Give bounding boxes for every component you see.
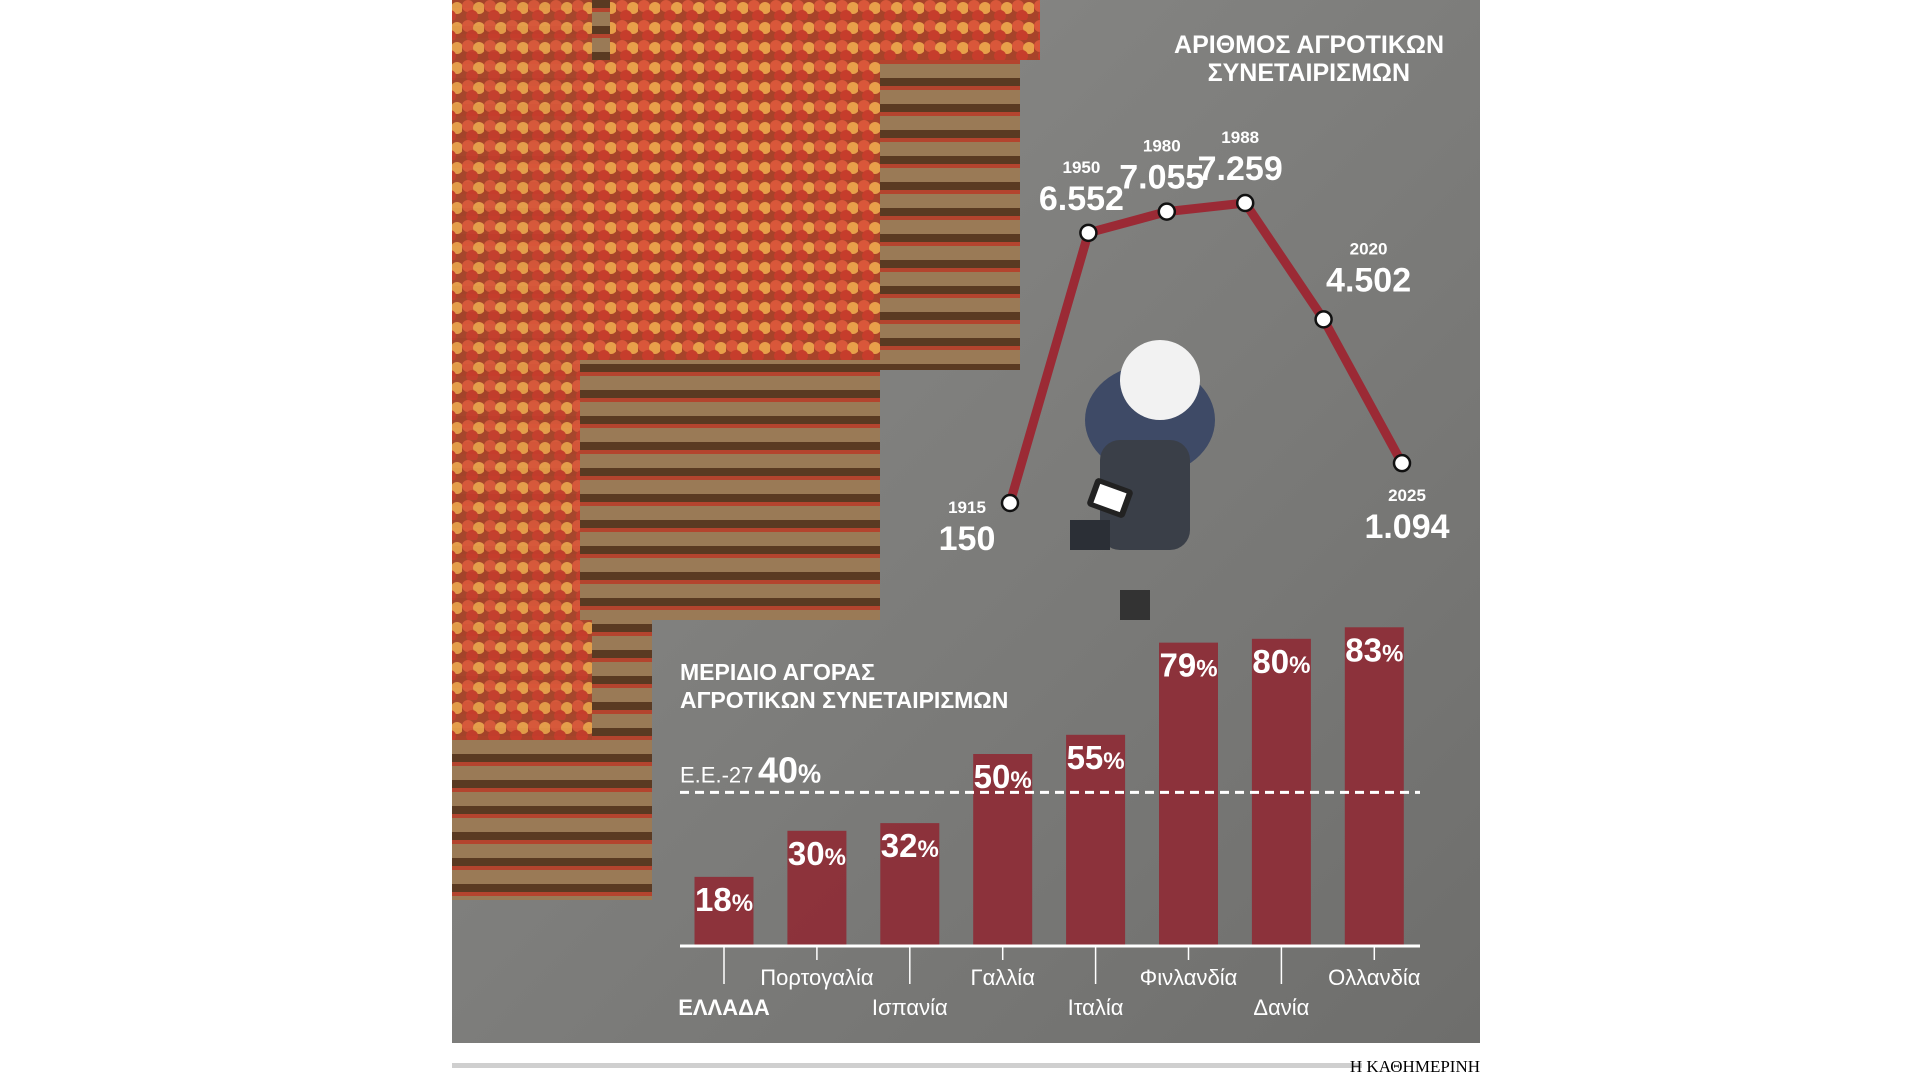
- data-point: [1235, 193, 1255, 213]
- bar: [787, 830, 847, 946]
- bar-value-label: 79%: [1159, 647, 1217, 684]
- bar-chart-title-line1: ΜΕΡΙΔΙΟ ΑΓΟΡΑΣ: [680, 659, 875, 685]
- bar: [1066, 734, 1126, 946]
- series-line: [1005, 198, 1406, 505]
- apple-crates-photo: [452, 0, 1040, 900]
- category-label: Ολλανδία: [1328, 965, 1421, 990]
- data-point: [1314, 310, 1333, 329]
- category-label: Ιταλία: [1068, 995, 1124, 1020]
- bar: [694, 876, 754, 946]
- data-point: [1079, 223, 1098, 243]
- category-label: Πορτογαλία: [760, 965, 874, 990]
- bar-chart: ΜΕΡΙΔΙΟ ΑΓΟΡΑΣ ΑΓΡΟΤΙΚΩΝ ΣΥΝΕΤΑΙΡΙΣΜΩΝ 1…: [678, 627, 1421, 1020]
- year-label: 2020: [1350, 239, 1388, 258]
- bar: [880, 823, 940, 946]
- line-chart-title-line1: ΑΡΙΘΜΟΣ ΑΓΡΟΤΙΚΩΝ: [1174, 31, 1444, 59]
- data-point: [1392, 453, 1412, 473]
- bar-value-label: 80%: [1252, 643, 1310, 680]
- line-chart: ΑΡΙΘΜΟΣ ΑΓΡΟΤΙΚΩΝ ΣΥΝΕΤΑΙΡΙΣΜΩΝ 1915 150 1…: [939, 31, 1450, 558]
- data-point: [1000, 493, 1020, 513]
- value-label: 150: [939, 520, 996, 558]
- category-label: ΕΛΛΑΔΑ: [678, 995, 770, 1020]
- worker-photo: [1070, 340, 1215, 620]
- bar-value-label: 55%: [1067, 739, 1125, 776]
- value-label: 6.552: [1039, 180, 1124, 218]
- year-label: 1950: [1062, 158, 1100, 177]
- year-label: 1980: [1143, 137, 1181, 156]
- footer-rule: [452, 1063, 1362, 1068]
- bar-chart-title-line2: ΑΓΡΟΤΙΚΩΝ ΣΥΝΕΤΑΙΡΙΣΜΩΝ: [680, 687, 1008, 713]
- bar-value-label: 18%: [695, 881, 753, 918]
- value-label: 7.259: [1198, 150, 1283, 188]
- category-label: Ισπανία: [872, 995, 948, 1020]
- value-label: 1.094: [1364, 508, 1449, 546]
- year-label: 2025: [1388, 486, 1426, 505]
- value-label: 4.502: [1326, 261, 1411, 299]
- data-point: [1157, 202, 1177, 221]
- category-label: Γαλλία: [970, 965, 1035, 990]
- bar-value-label: 83%: [1345, 631, 1403, 668]
- publisher-logo: Η ΚΑΘΗΜΕΡΙΝΗ: [1350, 1057, 1480, 1076]
- bar: [1159, 642, 1218, 946]
- value-label: 7.055: [1119, 159, 1204, 197]
- year-label: 1915: [948, 498, 986, 517]
- category-label: Φινλανδία: [1140, 965, 1238, 990]
- bar-value-label: 30%: [788, 835, 846, 872]
- category-label: Δανία: [1253, 995, 1309, 1020]
- line-chart-title-line2: ΣΥΝΕΤΑΙΡΙΣΜΩΝ: [1208, 59, 1410, 87]
- eu27-label: Ε.Ε.-27: [680, 762, 753, 787]
- year-label: 1988: [1221, 128, 1259, 147]
- bar: [973, 754, 1033, 946]
- bar-value-label: 32%: [881, 827, 939, 864]
- bar-value-label: 50%: [974, 758, 1032, 795]
- eu27-value: 40%: [758, 749, 821, 790]
- bar: [1344, 627, 1404, 946]
